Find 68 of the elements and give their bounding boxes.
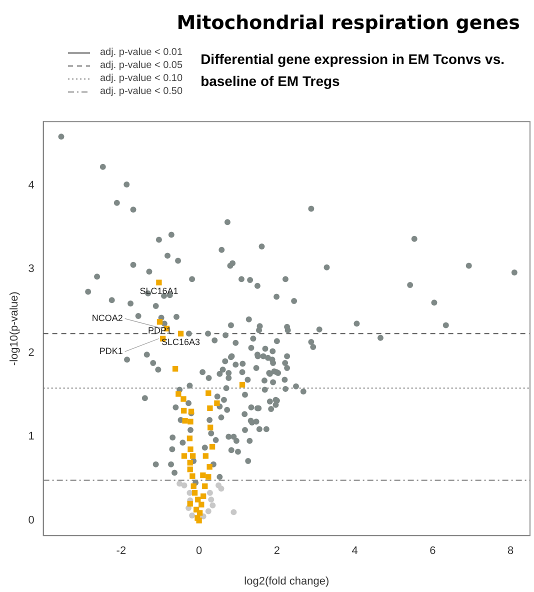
point (190, 453, 196, 459)
point (206, 490, 213, 496)
point (206, 464, 212, 470)
point (156, 280, 162, 286)
y-axis-title: -log10(p-value) (8, 292, 21, 366)
text: adj. p-value < 0.01 (100, 47, 183, 58)
point (181, 453, 188, 459)
point (180, 396, 186, 402)
point (200, 493, 206, 500)
point (190, 473, 196, 479)
point (176, 391, 182, 397)
y-tick-label: 0 (28, 514, 34, 527)
point (202, 453, 209, 459)
point (190, 483, 196, 489)
point (187, 466, 193, 472)
y-tick-label: 3 (28, 263, 34, 276)
point (189, 512, 196, 518)
y-tick-label: 1 (28, 430, 34, 443)
point (206, 390, 212, 396)
point (187, 460, 193, 466)
point (200, 472, 206, 478)
point (196, 518, 202, 524)
chart-title: Mitochondrial respiration genes (176, 11, 521, 36)
annotation: SLC16A1 (140, 286, 178, 296)
point (230, 509, 237, 516)
point (209, 444, 216, 450)
x-tick-label: 4 (352, 545, 358, 558)
point (195, 496, 201, 502)
point (187, 500, 193, 507)
annotation: NCOA2 (92, 313, 123, 324)
annotation: SLC16A3 (161, 337, 200, 348)
point (197, 510, 203, 516)
point (202, 483, 208, 489)
x-tick-label: 8 (507, 545, 514, 558)
point (186, 436, 193, 442)
x-tick-label: -2 (116, 545, 126, 558)
point (205, 508, 212, 514)
point (207, 405, 213, 412)
point (239, 382, 246, 388)
point (198, 502, 204, 508)
annotation: PDK1 (99, 346, 123, 356)
point (218, 486, 224, 492)
legend-label: adj. p-value < 0.10 (100, 72, 183, 85)
x-axis-title: log2(fold change) (244, 575, 330, 588)
point (214, 400, 220, 406)
point (172, 366, 178, 372)
point (206, 474, 212, 480)
y-tick-label: 4 (28, 179, 34, 192)
point (208, 496, 214, 503)
y-tick-label: 2 (28, 346, 34, 359)
point (188, 418, 194, 424)
point (182, 418, 188, 424)
x-tick-label: 0 (196, 545, 202, 558)
point (210, 502, 216, 508)
chart-subtitle: Differential gene expression in EM Tconvs vs. baseline of EM Tregs (200, 50, 506, 91)
point (156, 319, 163, 325)
x-tick-label: 2 (274, 545, 280, 558)
point (176, 480, 183, 487)
point (181, 482, 188, 488)
point (188, 446, 194, 452)
x-tick-label: 6 (430, 545, 436, 558)
point (208, 424, 214, 430)
point (181, 408, 187, 414)
point (178, 330, 184, 336)
legend-label: adj. p-value < 0.05 (100, 59, 183, 72)
legend-label: adj. p-value < 0.50 (100, 85, 183, 98)
point (192, 490, 198, 496)
annotation: PDP1 (148, 325, 172, 336)
